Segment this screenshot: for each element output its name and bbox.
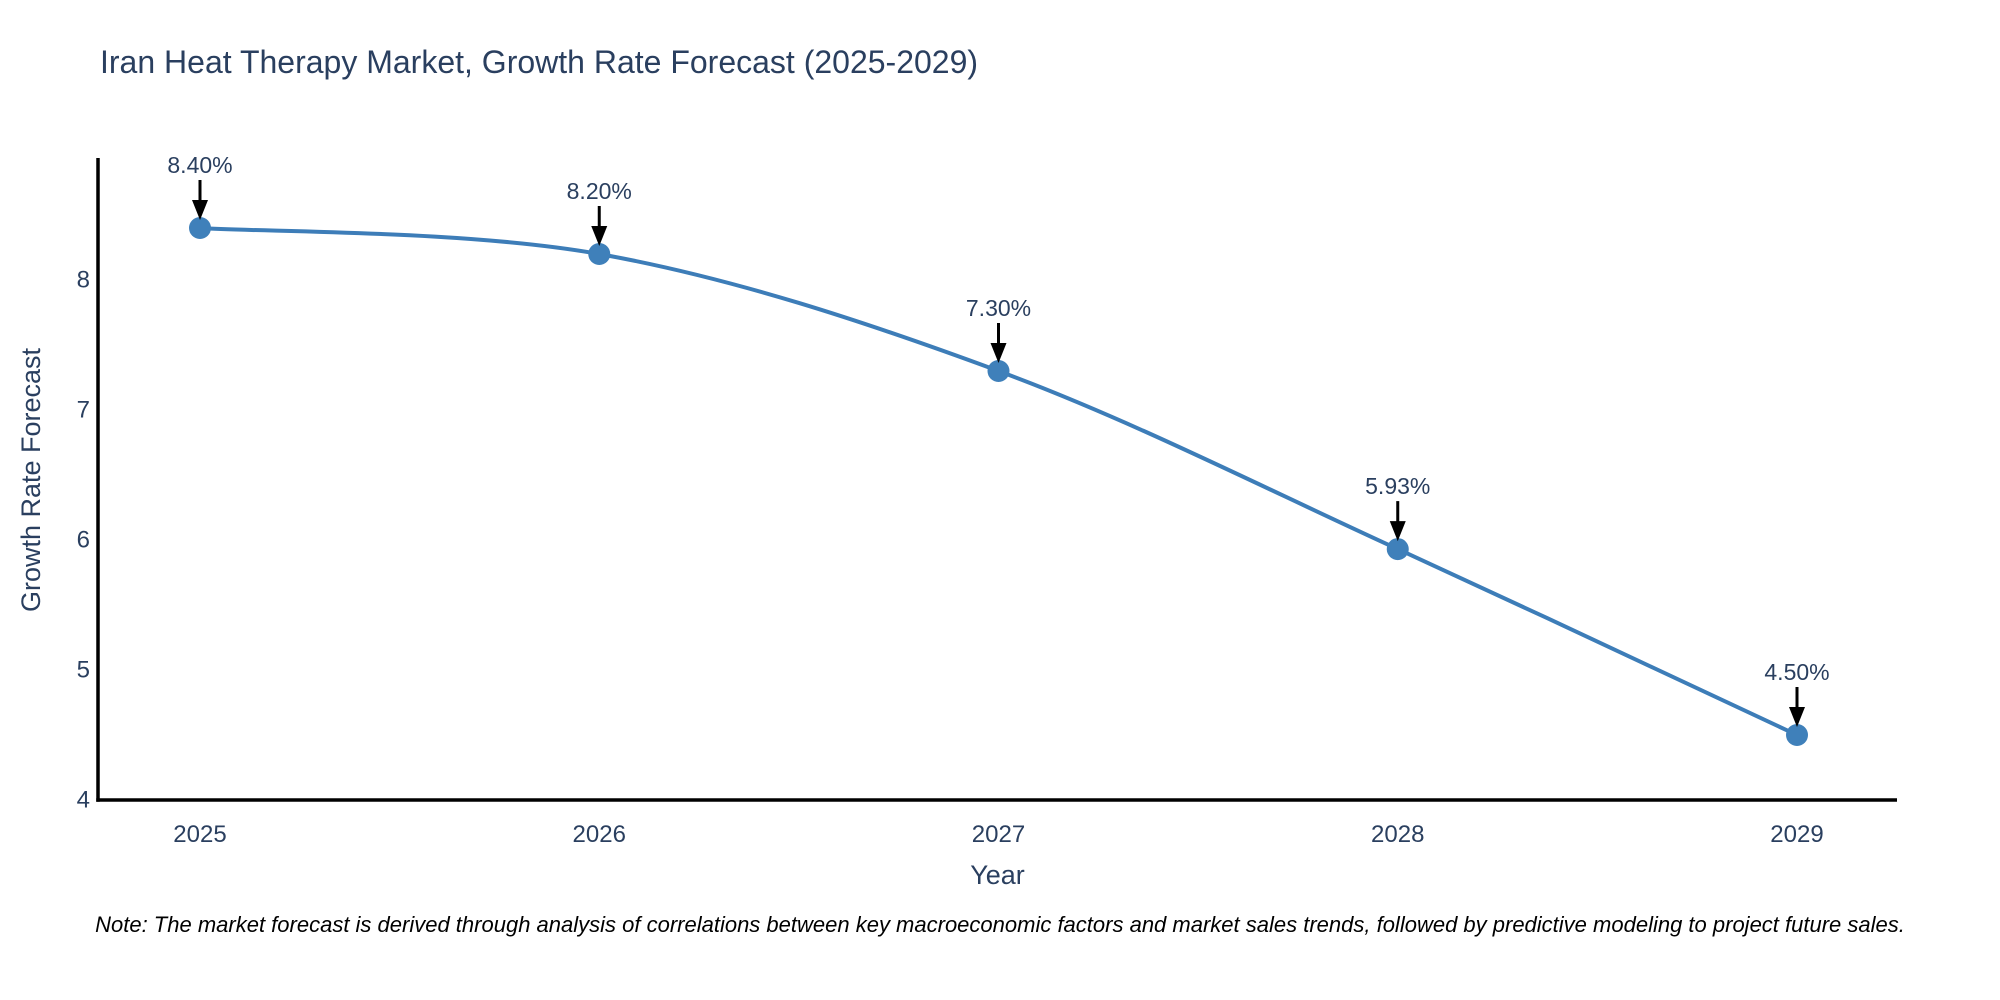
data-point-value-label: 5.93% (1365, 473, 1430, 499)
y-tick-label: 8 (77, 267, 90, 294)
data-point-marker (987, 360, 1010, 382)
data-point-marker (1786, 724, 1808, 746)
x-axis-title: Year (970, 860, 1025, 890)
y-tick-label: 5 (77, 657, 90, 684)
y-tick-label: 4 (77, 787, 90, 814)
data-point-marker (588, 243, 611, 265)
data-point-marker (189, 217, 211, 239)
annotation-arrowhead (990, 343, 1007, 363)
x-tick-label: 2027 (972, 821, 1025, 848)
data-point-value-label: 4.50% (1764, 659, 1829, 685)
data-point-value-label: 8.20% (567, 178, 632, 204)
footnote: Note: The market forecast is derived thr… (95, 912, 1905, 937)
x-tick-label: 2028 (1371, 821, 1424, 848)
data-point-value-label: 8.40% (167, 152, 232, 178)
chart-title: Iran Heat Therapy Market, Growth Rate Fo… (100, 44, 979, 80)
x-tick-label: 2026 (573, 821, 626, 848)
x-tick-label: 2029 (1770, 821, 1823, 848)
annotation-arrowhead (591, 226, 608, 246)
annotation-arrowhead (1789, 707, 1805, 727)
annotation-arrowhead (1389, 521, 1406, 542)
data-point-value-label: 7.30% (966, 295, 1031, 321)
data-point-marker (1386, 538, 1409, 561)
y-tick-label: 6 (77, 527, 90, 554)
x-tick-label: 2025 (173, 821, 226, 848)
y-tick-label: 7 (77, 397, 90, 424)
annotation-arrowhead (192, 200, 208, 220)
